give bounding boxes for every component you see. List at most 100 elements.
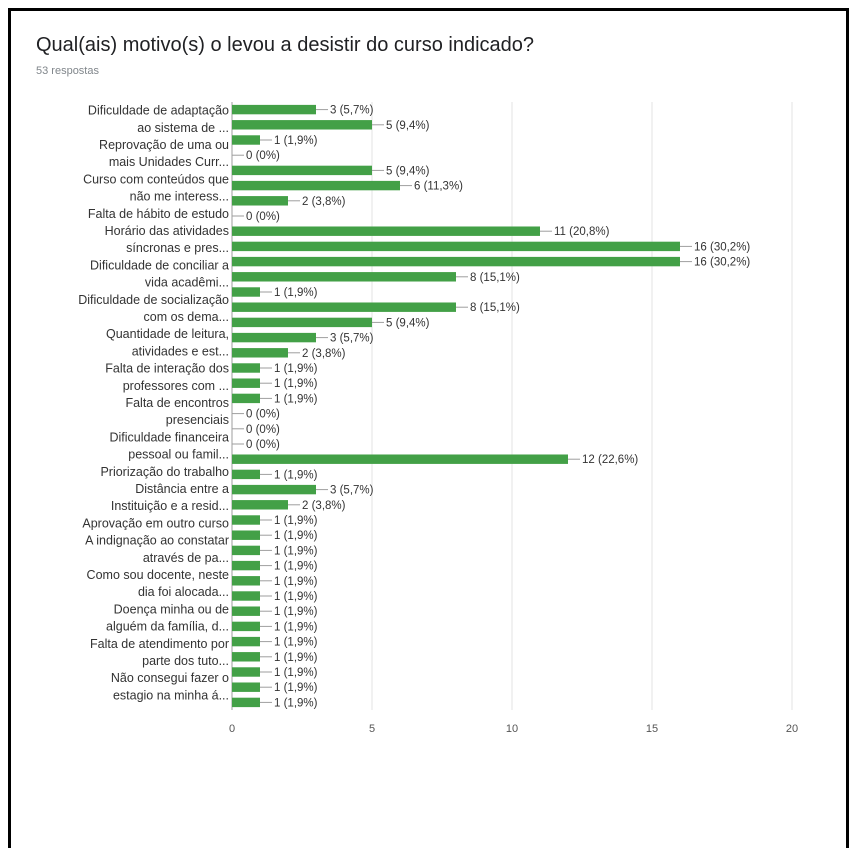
category-label: Doença minha ou de	[114, 602, 229, 616]
bar	[232, 135, 260, 145]
data-label: 1 (1,9%)	[274, 591, 318, 603]
category-label: Como sou docente, neste	[87, 568, 229, 582]
category-label: Dificuldade de conciliar a	[90, 258, 229, 272]
data-label: 1 (1,9%)	[274, 287, 318, 299]
category-label: Falta de atendimento por	[90, 637, 229, 651]
category-label: Falta de interação dos	[105, 362, 229, 376]
category-label: não me interess...	[130, 190, 229, 204]
category-label: A indignação ao constatar	[85, 534, 229, 548]
bar	[232, 530, 260, 540]
bar	[232, 226, 540, 236]
category-label: Dificuldade financeira	[109, 430, 229, 444]
x-tick-label: 20	[786, 723, 798, 735]
x-tick-label: 10	[506, 723, 518, 735]
category-label: ao sistema de ...	[137, 121, 229, 135]
bar	[232, 165, 372, 176]
data-label: 2 (3,8%)	[302, 348, 346, 360]
category-label: Distância entre a	[135, 482, 229, 496]
data-label: 1 (1,9%)	[274, 469, 318, 481]
bar	[232, 317, 372, 328]
category-label: Instituição e a resid...	[111, 499, 229, 513]
bar	[232, 348, 288, 358]
bar	[232, 454, 568, 464]
category-label: Dificuldade de adaptação	[88, 104, 229, 118]
data-label: 6 (11,3%)	[414, 181, 463, 193]
bar	[232, 241, 680, 252]
data-label: 1 (1,9%)	[274, 363, 318, 375]
bar	[232, 393, 260, 404]
bar	[232, 469, 260, 480]
data-label: 2 (3,8%)	[302, 500, 346, 512]
chart-title: Qual(ais) motivo(s) o levou a desistir d…	[36, 34, 534, 56]
category-label: vida acadêmi...	[145, 276, 229, 290]
x-tick-label: 0	[229, 723, 235, 735]
category-label: Curso com conteúdos que	[83, 172, 229, 186]
category-label: estagio na minha á...	[113, 688, 229, 702]
data-label: 1 (1,9%)	[274, 576, 318, 588]
data-label: 1 (1,9%)	[274, 545, 318, 557]
data-label: 12 (22,6%)	[582, 454, 638, 466]
bar	[232, 104, 316, 115]
data-label: 1 (1,9%)	[274, 135, 318, 147]
category-label: Falta de encontros	[125, 396, 229, 410]
category-label: mais Unidades Curr...	[109, 155, 229, 169]
category-label: com os dema...	[144, 310, 229, 324]
response-count: 53 respostas	[36, 65, 99, 77]
bar	[232, 545, 260, 556]
category-label: parte dos tuto...	[142, 654, 229, 668]
data-label: 5 (9,4%)	[386, 317, 430, 329]
category-label: Falta de hábito de estudo	[88, 207, 229, 221]
data-label: 1 (1,9%)	[274, 393, 318, 405]
data-label: 1 (1,9%)	[274, 682, 318, 694]
bar	[232, 180, 400, 191]
data-label: 0 (0%)	[246, 424, 280, 436]
category-label: dia foi alocada...	[138, 585, 229, 599]
data-label: 1 (1,9%)	[274, 561, 318, 573]
data-label: 0 (0%)	[246, 150, 280, 162]
data-label: 8 (15,1%)	[470, 272, 520, 284]
bar	[232, 576, 260, 586]
data-label: 11 (20,8%)	[554, 226, 610, 238]
category-label: presenciais	[166, 413, 229, 427]
data-label: 5 (9,4%)	[386, 120, 430, 132]
bar	[232, 500, 288, 510]
data-label: 16 (30,2%)	[694, 257, 750, 269]
data-label: 3 (5,7%)	[330, 333, 374, 345]
bar	[232, 621, 260, 632]
bar	[232, 332, 316, 343]
bar	[232, 636, 260, 647]
category-label: atividades e est...	[132, 344, 229, 358]
x-tick-label: 5	[369, 723, 375, 735]
category-label: Priorização do trabalho	[100, 465, 229, 479]
bar	[232, 272, 456, 282]
bar	[232, 667, 260, 677]
data-label: 3 (5,7%)	[330, 485, 374, 497]
bar	[232, 196, 288, 206]
data-label: 3 (5,7%)	[330, 105, 374, 117]
data-label: 1 (1,9%)	[274, 621, 318, 633]
category-label: Não consegui fazer o	[111, 671, 229, 685]
bar	[232, 560, 260, 571]
bar	[232, 515, 260, 525]
data-label: 16 (30,2%)	[694, 241, 750, 253]
bar	[232, 302, 456, 312]
category-label: pessoal ou famil...	[128, 448, 229, 462]
data-label: 1 (1,9%)	[274, 606, 318, 618]
category-label: Horário das atividades	[105, 224, 229, 238]
bar	[232, 287, 260, 297]
category-label: professores com ...	[123, 379, 229, 393]
data-label: 1 (1,9%)	[274, 378, 318, 390]
data-label: 0 (0%)	[246, 439, 280, 451]
bar	[232, 120, 372, 130]
category-label: Dificuldade de socialização	[78, 293, 229, 307]
bar	[232, 606, 260, 616]
bar	[232, 682, 260, 692]
category-label: síncronas e pres...	[126, 241, 229, 255]
category-label: Reprovação de uma ou	[99, 138, 229, 152]
data-label: 0 (0%)	[246, 409, 280, 421]
data-label: 1 (1,9%)	[274, 667, 318, 679]
x-tick-label: 15	[646, 723, 658, 735]
category-label: alguém da família, d...	[106, 620, 229, 634]
bar	[232, 652, 260, 662]
